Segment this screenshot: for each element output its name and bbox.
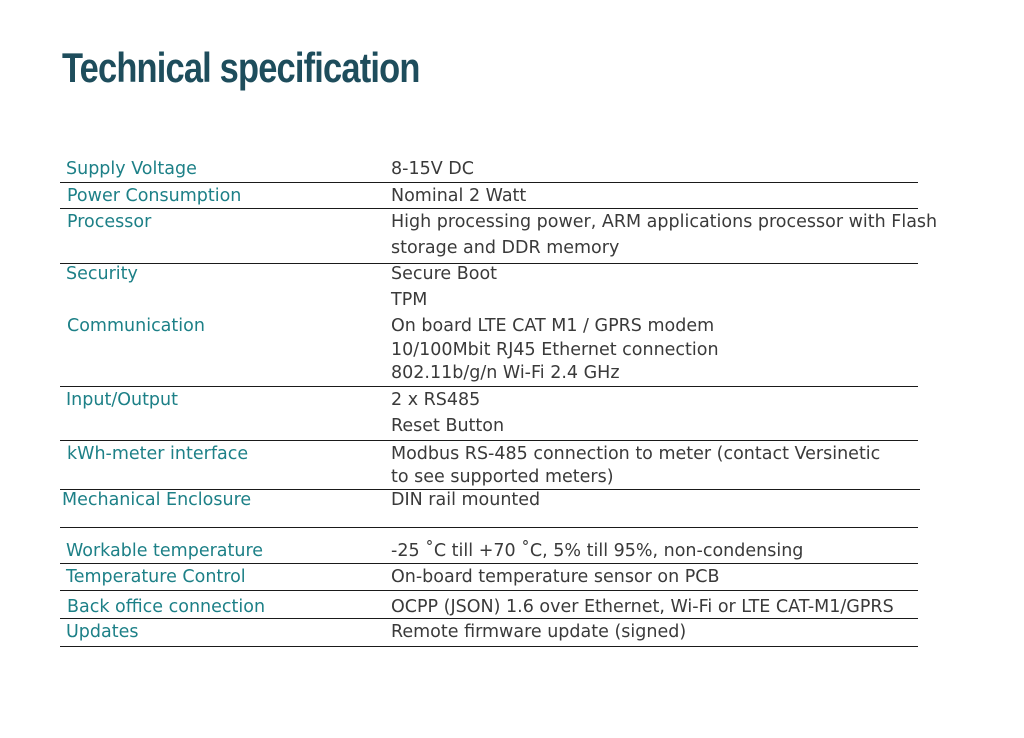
row-divider [60, 263, 918, 264]
spec-value-temp-control: On-board temperature sensor on PCB [391, 567, 720, 587]
spec-label-processor: Processor [67, 212, 152, 232]
row-divider [60, 618, 918, 619]
spec-value-kwh-meter-line1: Modbus RS-485 connection to meter (conta… [391, 444, 881, 464]
row-divider [60, 182, 918, 183]
spec-label-supply-voltage: Supply Voltage [66, 159, 197, 179]
spec-value-power-consumption: Nominal 2 Watt [391, 186, 527, 206]
row-divider [60, 386, 918, 387]
spec-value-communication-line1: On board LTE CAT M1 / GPRS modem [391, 316, 715, 336]
spec-label-backoffice: Back office connection [67, 597, 266, 617]
spec-label-kwh-meter: kWh-meter interface [67, 444, 249, 464]
spec-value-temperature: -25 ˚C till +70 ˚C, 5% till 95%, non-con… [391, 541, 804, 561]
spec-value-supply-voltage: 8-15V DC [391, 159, 474, 179]
row-divider [60, 527, 918, 528]
spec-value-communication-line2: 10/100Mbit RJ45 Ethernet connection [391, 340, 719, 360]
spec-value-processor-line2: storage and DDR memory [391, 238, 620, 258]
row-divider [60, 208, 918, 209]
spec-label-updates: Updates [66, 622, 139, 642]
row-divider [60, 590, 918, 591]
spec-value-updates: Remote firmware update (signed) [391, 622, 687, 642]
row-divider [60, 646, 918, 647]
spec-label-input-output: Input/Output [66, 390, 178, 410]
spec-value-input-output-line2: Reset Button [391, 416, 505, 436]
spec-label-temperature: Workable temperature [66, 541, 264, 561]
spec-label-communication: Communication [67, 316, 205, 336]
spec-value-input-output-line1: 2 x RS485 [391, 390, 481, 410]
row-divider [60, 440, 918, 441]
spec-value-security-line1: Secure Boot [391, 264, 498, 284]
spec-label-temp-control: Temperature Control [66, 567, 246, 587]
spec-value-security-line2: TPM [391, 290, 428, 310]
row-divider [60, 563, 918, 564]
row-divider [60, 489, 920, 490]
spec-label-enclosure: Mechanical Enclosure [62, 490, 252, 510]
spec-value-communication-line3: 802.11b/g/n Wi-Fi 2.4 GHz [391, 363, 620, 383]
spec-value-enclosure: DIN rail mounted [391, 490, 541, 510]
spec-label-security: Security [66, 264, 138, 284]
spec-value-processor-line1: High processing power, ARM applications … [391, 212, 938, 232]
spec-value-kwh-meter-line2: to see supported meters) [391, 467, 614, 487]
page-title: Technical specification [62, 44, 420, 91]
spec-label-power-consumption: Power Consumption [67, 186, 242, 206]
spec-value-backoffice: OCPP (JSON) 1.6 over Ethernet, Wi-Fi or … [391, 597, 894, 617]
